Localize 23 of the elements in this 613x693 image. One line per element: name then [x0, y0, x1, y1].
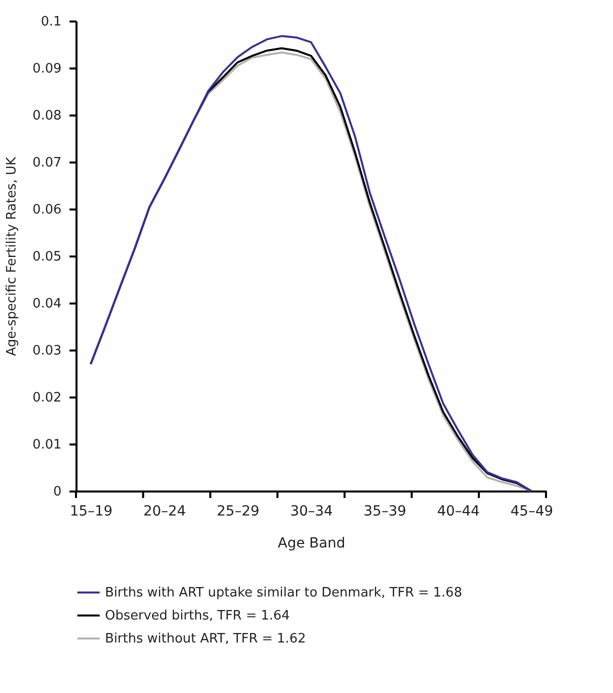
- y-tick-label: 0.01: [32, 438, 62, 452]
- x-tick-label: 25–29: [216, 504, 260, 520]
- x-tick-label: 15–19: [70, 504, 113, 520]
- legend-label: Births with ART uptake similar to Denmark, TFR = 1.68: [105, 586, 462, 600]
- x-tick-label: 30–34: [290, 504, 333, 520]
- x-axis-title: Age Band: [278, 536, 346, 552]
- y-tick-label: 0.07: [32, 156, 62, 170]
- y-tick-label: 0: [53, 484, 62, 500]
- y-tick-label: 0.08: [32, 108, 62, 124]
- y-tick-label: 0.03: [32, 344, 62, 358]
- y-tick-label: 0.1: [40, 14, 62, 30]
- x-tick-label: 45–49: [510, 504, 554, 520]
- x-tick-label: 20–24: [143, 504, 186, 520]
- y-tick-label: 0.04: [32, 296, 62, 312]
- y-tick-label: 0.09: [32, 62, 62, 76]
- x-tick-label: 35–39: [364, 504, 406, 520]
- y-tick-label: 0.06: [32, 202, 62, 218]
- y-tick-label: 0.02: [32, 390, 62, 406]
- y-tick-label: 0.05: [32, 250, 62, 264]
- legend-label: Observed births, TFR = 1.64: [105, 608, 290, 624]
- legend-label: Births without ART, TFR = 1.62: [105, 632, 306, 646]
- y-axis-title: Age-specific Fertility Rates, UK: [4, 156, 20, 356]
- x-tick-label: 40–44: [437, 504, 480, 520]
